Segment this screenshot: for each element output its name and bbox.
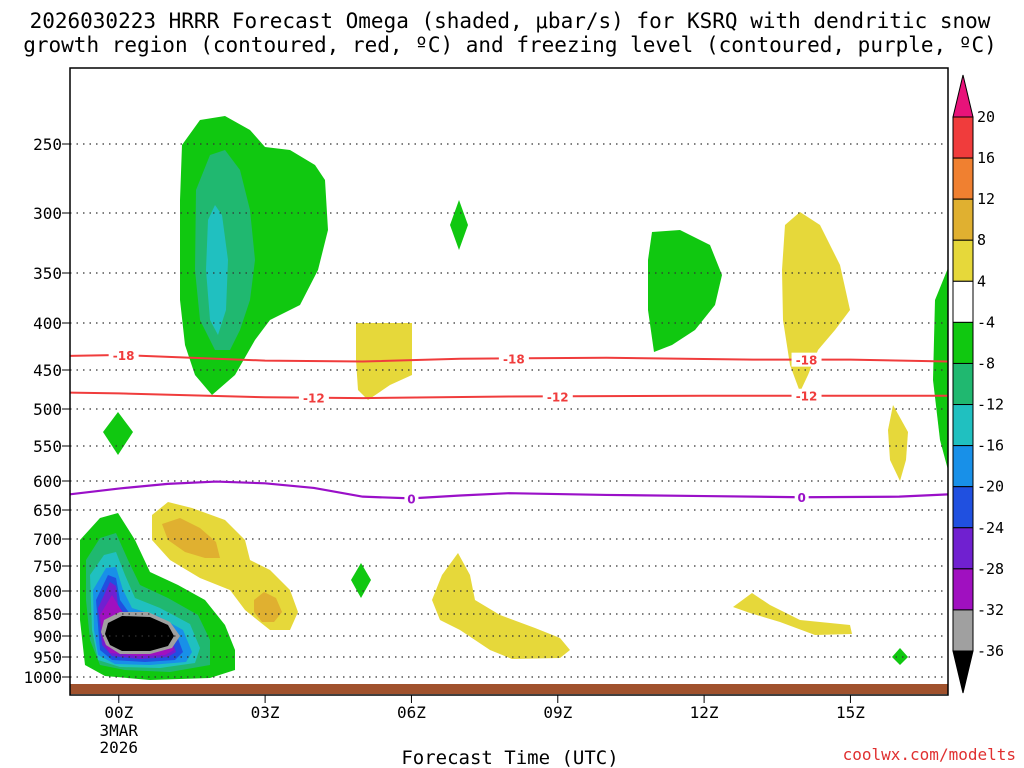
omega-region-pos8-1	[162, 518, 220, 558]
omega-region-neg4-small-1	[103, 412, 133, 455]
colorbar-label--4: -4	[977, 313, 995, 331]
x-tick-label-00Z: 00Z	[104, 703, 133, 722]
y-tick-label-750: 750	[33, 557, 62, 576]
contour-label--18-0: -18	[113, 349, 135, 363]
omega-region-neg4-small-4	[892, 648, 908, 665]
colorbar-label--16: -16	[977, 437, 1004, 455]
contour-label-bg--18-2	[791, 352, 822, 367]
colorbar: 20 16 12 8 4 -4 -8 -12 -16 -20 -24 -28 -32 -36	[952, 74, 1004, 694]
contour-label-0-0: 0	[407, 492, 415, 506]
y-tick-label-600: 600	[33, 472, 62, 491]
colorbar-bin-7	[952, 404, 974, 447]
contour-label--12-1: -12	[547, 390, 569, 404]
contour-label--18-1: -18	[503, 352, 525, 366]
colorbar-bin-5	[952, 321, 974, 364]
omega-region-pos4-6	[733, 593, 852, 635]
y-tick-label-550: 550	[33, 437, 62, 456]
colorbar-bin-0	[952, 116, 974, 159]
colorbar-bin-6	[952, 362, 974, 406]
colorbar-label-4: 4	[977, 272, 986, 290]
contour-label-bg--18-1	[498, 351, 529, 366]
y-tick-label-300: 300	[33, 204, 62, 223]
omega-region-neg36-lowlevel	[105, 616, 174, 651]
colorbar-label--32: -32	[977, 601, 1004, 619]
contour-label-bg--12-2	[791, 388, 822, 403]
y-tick-label-250: 250	[33, 135, 62, 154]
colorbar-label--28: -28	[977, 560, 1004, 578]
contour-line--12	[69, 391, 948, 400]
colorbar-bin-2	[952, 198, 974, 241]
colorbar-label--24: -24	[977, 519, 1004, 537]
contour-label-bg-0-0	[404, 491, 419, 506]
y-tick-label-400: 400	[33, 314, 62, 333]
x-axis-title: Forecast Time (UTC)	[401, 747, 618, 768]
y-tick-label-800: 800	[33, 582, 62, 601]
y-tick-label-650: 650	[33, 501, 62, 520]
colorbar-bin-1	[952, 157, 974, 200]
x-tick-label-09Z: 09Z	[543, 703, 572, 722]
y-tick-label-500: 500	[33, 400, 62, 419]
y-tick-label-850: 850	[33, 605, 62, 624]
contour-label--12-0: -12	[303, 392, 325, 406]
x-tick-label-03Z: 03Z	[251, 703, 280, 722]
contour-label-bg--18-0	[108, 348, 139, 363]
omega-region-neg4-11z	[648, 230, 722, 352]
colorbar-bin-4	[952, 280, 974, 323]
omega-region-neg12-upper	[206, 205, 228, 335]
omega-shading	[80, 116, 948, 680]
contour-label-bg-0-1	[794, 490, 809, 505]
plot-frame	[69, 67, 949, 696]
contour-label-bg--12-0	[298, 390, 329, 405]
x-tick-label-15Z: 15Z	[836, 703, 865, 722]
chart-title-line1: 2026030223 HRRR Forecast Omega (shaded, …	[30, 9, 991, 33]
x-tick-sublabel-3MAR: 3MAR	[100, 721, 139, 740]
colorbar-top-arrow	[952, 74, 974, 118]
contour-label-0-1: 0	[797, 491, 805, 505]
y-tick-label-450: 450	[33, 361, 62, 380]
omega-region-pos4-3	[888, 405, 908, 481]
colorbar-bin-8	[952, 445, 974, 488]
colorbar-bin-3	[952, 239, 974, 282]
omega-region-pos4-2	[782, 212, 850, 392]
x-tick-sublabel-2026: 2026	[100, 738, 139, 757]
colorbar-bin-11	[952, 568, 974, 611]
colorbar-label-12: 12	[977, 190, 995, 208]
omega-region-neg4-small-3	[351, 563, 371, 598]
colorbar-label-16: 16	[977, 149, 995, 167]
colorbar-label--36: -36	[977, 642, 1004, 660]
x-tick-label-06Z: 06Z	[397, 703, 426, 722]
colorbar-bottom-arrow	[952, 650, 974, 694]
y-tick-label-350: 350	[33, 264, 62, 283]
y-tick-label-1000: 1000	[23, 668, 62, 687]
chart-title-line2: growth region (contoured, red, ºC) and f…	[23, 33, 997, 57]
omega-region-pos4-5	[432, 553, 570, 659]
y-tick-label-700: 700	[33, 530, 62, 549]
omega-region-pos8-2	[254, 592, 282, 622]
y-axis: 250 300 350 400 450 500 550 600 650 700 750 800 850 9…	[23, 135, 70, 687]
dgz-contours: -18 -18 -18 -12 -12 -12	[69, 348, 949, 406]
omega-region-neg4-edge	[933, 268, 948, 470]
colorbar-bin-10	[952, 527, 974, 570]
colorbar-bin-12	[952, 609, 974, 652]
credit-text: coolwx.com/modelts	[843, 745, 1016, 764]
colorbar-label-8: 8	[977, 231, 986, 249]
colorbar-label--8: -8	[977, 354, 995, 372]
colorbar-label--12: -12	[977, 396, 1004, 414]
ground-strip	[70, 684, 948, 694]
colorbar-label-20: 20	[977, 108, 995, 126]
y-tick-label-950: 950	[33, 648, 62, 667]
y-tick-label-900: 900	[33, 627, 62, 646]
x-tick-label-12Z: 12Z	[690, 703, 719, 722]
contour-label-bg--12-1	[542, 389, 573, 404]
colorbar-bin-9	[952, 486, 974, 529]
contour-label--18-2: -18	[796, 354, 818, 368]
contour-label--12-2: -12	[796, 390, 818, 404]
colorbar-label--20: -20	[977, 478, 1004, 496]
